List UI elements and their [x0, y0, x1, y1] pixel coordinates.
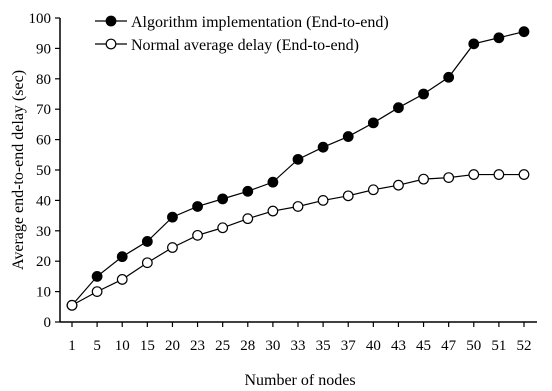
x-ticks: 1 5 10 15 20 23 25 28 30 33 35 37 40 43 45 47 50 51 52 [68, 322, 532, 354]
data-point-algorithm [292, 153, 304, 165]
x-tick-label: 10 [115, 338, 130, 354]
y-tick-label: 60 [36, 133, 51, 149]
y-tick-label: 0 [44, 315, 52, 331]
data-point-algorithm [116, 251, 128, 263]
data-point-algorithm [468, 38, 480, 50]
legend-label-normal: Normal average delay (End-to-end) [131, 37, 359, 54]
x-tick-label: 43 [391, 338, 406, 354]
series-line-algorithm [71, 31, 525, 306]
data-point-algorithm [317, 141, 329, 153]
y-tick-label: 100 [29, 11, 52, 27]
x-tick-label: 50 [466, 338, 481, 354]
data-point-algorithm [242, 185, 254, 197]
x-tick-label: 15 [140, 338, 155, 354]
series-layer [66, 26, 530, 311]
data-point-algorithm [367, 117, 379, 129]
data-point-normal [393, 179, 404, 191]
series-line-normal [71, 173, 524, 306]
data-point-algorithm [342, 131, 354, 142]
y-tick-label: 20 [36, 254, 51, 270]
data-point-algorithm [141, 236, 153, 247]
data-point-normal [242, 213, 254, 225]
x-axis-title: Number of nodes [244, 372, 355, 389]
legend-item-normal: Normal average delay (End-to-end) [95, 37, 359, 54]
y-tick-label: 40 [36, 193, 51, 209]
x-tick-label: 28 [240, 338, 255, 354]
x-tick-label: 51 [491, 338, 506, 354]
data-point-algorithm [167, 211, 178, 223]
x-tick-label: 1 [68, 338, 76, 354]
x-tick-label: 33 [291, 338, 306, 354]
y-tick-label: 70 [36, 102, 51, 118]
x-tick-label: 25 [215, 338, 230, 354]
data-point-normal [167, 242, 178, 253]
y-tick-label: 50 [36, 163, 51, 179]
data-point-normal [493, 169, 505, 180]
data-point-algorithm [493, 32, 505, 44]
data-point-algorithm [91, 271, 103, 282]
x-tick-label: 5 [93, 338, 101, 354]
legend-item-algorithm: Algorithm implementation (End-to-end) [95, 14, 389, 31]
x-tick-label: 37 [341, 338, 357, 354]
data-point-normal [443, 172, 455, 184]
y-axis-title: Average end-to-end delay (sec) [10, 70, 27, 270]
data-point-normal [418, 173, 429, 185]
y-tick-label: 90 [36, 41, 51, 57]
data-point-algorithm [418, 88, 429, 100]
x-tick-label: 40 [366, 338, 381, 354]
data-point-algorithm [192, 201, 203, 212]
data-point-normal [91, 286, 103, 298]
x-tick-label: 47 [441, 338, 457, 354]
data-point-algorithm [518, 26, 530, 38]
data-point-normal [141, 257, 153, 269]
data-point-normal [217, 222, 229, 234]
data-point-normal [342, 190, 354, 202]
data-point-normal [267, 205, 279, 217]
data-point-algorithm [217, 193, 229, 205]
data-point-normal [468, 169, 480, 180]
y-tick-label: 80 [36, 72, 51, 88]
data-point-normal [518, 169, 530, 180]
data-point-normal [66, 299, 78, 311]
x-tick-label: 20 [165, 338, 180, 354]
y-ticks: 0 10 20 30 40 50 60 70 80 90 100 [29, 11, 60, 331]
x-tick-label: 23 [190, 338, 205, 354]
legend: Algorithm implementation (End-to-end) No… [95, 14, 389, 54]
x-tick-label: 45 [416, 338, 431, 354]
y-tick-label: 30 [36, 224, 51, 240]
data-point-normal [192, 229, 203, 241]
legend-marker-normal [105, 38, 117, 50]
data-point-algorithm [393, 102, 404, 114]
x-tick-label: 30 [265, 338, 280, 354]
axes [59, 18, 537, 323]
data-point-normal [317, 194, 329, 206]
x-tick-label: 52 [517, 338, 532, 354]
data-point-normal [292, 201, 304, 212]
data-point-algorithm [267, 176, 279, 188]
data-point-algorithm [443, 71, 455, 83]
data-point-normal [367, 184, 379, 196]
y-tick-label: 10 [36, 285, 51, 301]
legend-marker-algorithm [105, 15, 117, 27]
data-point-normal [116, 274, 128, 285]
x-tick-label: 35 [316, 338, 331, 354]
legend-label-algorithm: Algorithm implementation (End-to-end) [131, 14, 389, 31]
